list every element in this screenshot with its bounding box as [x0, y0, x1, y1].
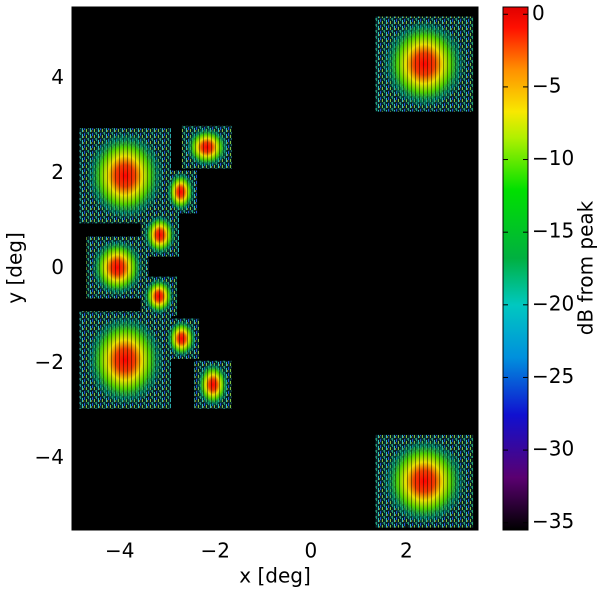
- beam: [164, 318, 200, 359]
- beam-stripes: [79, 311, 171, 409]
- y-axis-label: y [deg]: [3, 232, 27, 304]
- beam: [164, 170, 198, 214]
- beam: [79, 128, 171, 224]
- beam-stripes: [140, 213, 179, 257]
- x-tick-label: 2: [400, 539, 413, 563]
- y-tick-label: 2: [51, 160, 64, 184]
- colorbar-tick-label: −20: [532, 291, 574, 315]
- colorbar-label: dB from peak: [574, 200, 598, 335]
- y-tick-label: 0: [51, 255, 64, 279]
- x-tick-label: 0: [304, 539, 317, 563]
- colorbar-tick-label: −35: [532, 509, 574, 533]
- colorbar-tick-label: −25: [532, 364, 574, 388]
- colorbar-tick-label: −15: [532, 219, 574, 243]
- beam: [79, 311, 171, 409]
- beam: [86, 236, 149, 299]
- y-tick-label: −2: [35, 350, 64, 374]
- colorbar: [502, 6, 529, 531]
- beam-stripes: [86, 236, 149, 299]
- beam: [181, 125, 233, 169]
- beam: [140, 276, 178, 317]
- beam: [375, 16, 474, 112]
- beam-stripes: [140, 276, 178, 317]
- beam-stripes: [164, 170, 198, 214]
- colorbar-tick-label: −30: [532, 437, 574, 461]
- y-tick-label: −4: [35, 445, 64, 469]
- beam-stripes: [79, 128, 171, 224]
- beam-stripes: [181, 125, 233, 169]
- beam-stripes: [164, 318, 200, 359]
- beam-stripes: [194, 360, 232, 409]
- beam: [194, 360, 232, 409]
- y-tick-label: 4: [51, 65, 64, 89]
- x-tick-label: −2: [201, 539, 230, 563]
- beam-stripes: [375, 16, 474, 112]
- colorbar-tick-label: 0: [532, 1, 545, 25]
- beam-stripes: [375, 434, 474, 528]
- x-axis-label: x [deg]: [239, 564, 311, 588]
- beam: [375, 434, 474, 528]
- beam: [140, 213, 179, 257]
- x-tick-label: −4: [105, 539, 134, 563]
- colorbar-tick-label: −5: [532, 73, 561, 97]
- colorbar-tick-label: −10: [532, 146, 574, 170]
